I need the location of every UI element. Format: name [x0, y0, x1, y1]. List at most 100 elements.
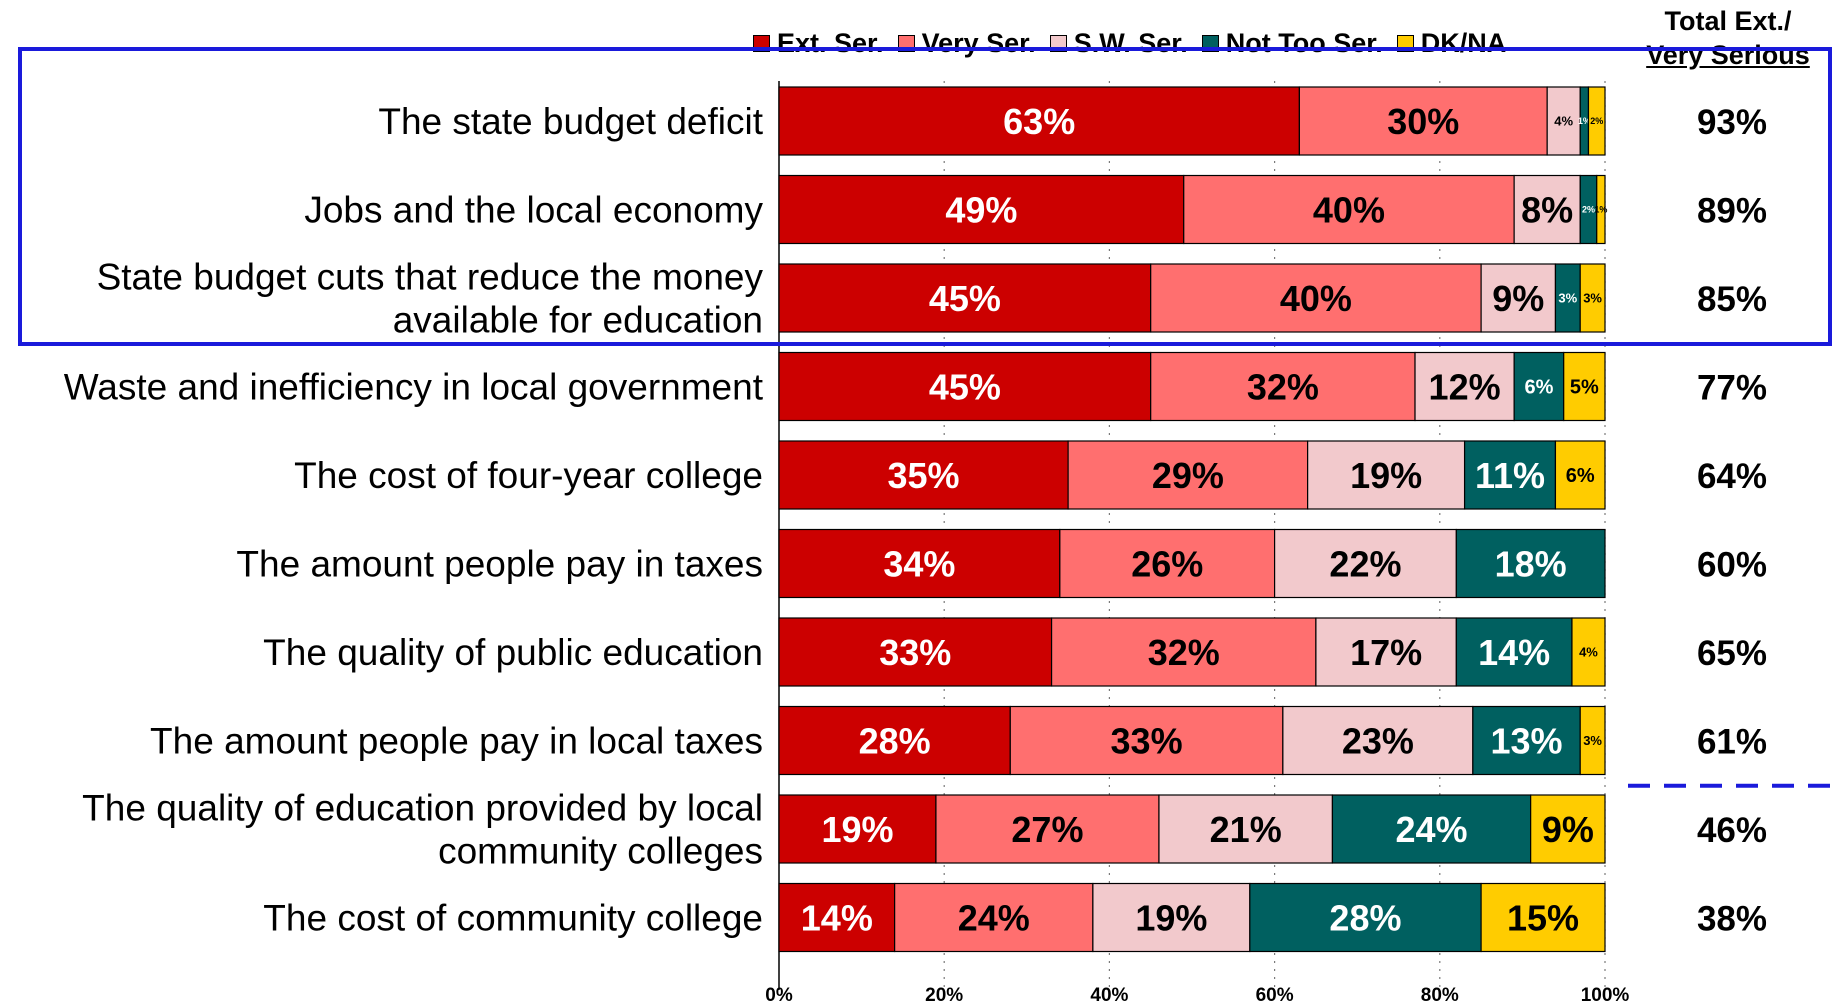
highlight-box — [18, 47, 1832, 346]
bar-segment — [778, 351, 1152, 422]
bar-segment — [778, 86, 1300, 156]
x-tick-label: 60% — [1256, 985, 1294, 1006]
bar-segment — [1455, 528, 1606, 599]
data-label: 26% — [1131, 543, 1203, 584]
totals-header-line-2: Very Serious — [1646, 40, 1810, 70]
data-label: 1% — [1594, 205, 1607, 215]
bar-segment — [1480, 882, 1606, 953]
category-label: The amount people pay in local taxes — [150, 721, 763, 762]
data-label: 32% — [1247, 366, 1319, 407]
bar-segment — [935, 794, 1160, 864]
x-tick-label: 80% — [1421, 985, 1459, 1006]
data-label: 12% — [1429, 366, 1501, 407]
bar-segment — [1183, 174, 1515, 245]
category-label: Jobs and the local economy — [304, 190, 763, 231]
data-label: 17% — [1350, 632, 1422, 673]
category-label: The state budget deficit — [378, 101, 763, 142]
x-tick-label: 20% — [925, 985, 963, 1006]
data-label: 33% — [879, 632, 951, 673]
bar-segment — [1059, 528, 1276, 599]
data-label: 40% — [1313, 189, 1385, 230]
data-label: 45% — [929, 366, 1001, 407]
total-value: 77% — [1697, 369, 1767, 408]
x-tick-label: 100% — [1581, 985, 1630, 1006]
bar-segment — [1050, 617, 1317, 687]
legend-label: Very Ser. — [921, 27, 1036, 58]
bar-segment — [1315, 617, 1457, 687]
bar-segment — [1579, 263, 1606, 333]
bar-segment — [1282, 705, 1474, 776]
bar-segment — [1150, 351, 1416, 422]
category-label: The quality of public education — [263, 632, 763, 673]
category-label: The amount people pay in taxes — [236, 544, 763, 585]
bar-segment — [778, 794, 937, 864]
bar-segment — [1472, 705, 1581, 776]
bar-segment — [1249, 882, 1482, 953]
data-label: 24% — [958, 897, 1030, 938]
data-label: 34% — [883, 543, 955, 584]
bar-segment — [778, 528, 1061, 599]
data-label: 2% — [1582, 205, 1595, 215]
bar-segment — [1455, 617, 1573, 687]
data-label: 3% — [1583, 291, 1602, 306]
bar-segment — [778, 174, 1185, 245]
data-label: 8% — [1521, 189, 1573, 230]
total-value: 65% — [1697, 634, 1767, 673]
x-tick-label: 40% — [1090, 985, 1128, 1006]
category-label: community colleges — [438, 831, 763, 872]
data-label: 23% — [1342, 720, 1414, 761]
bar-segment — [1596, 174, 1606, 245]
data-label: 29% — [1152, 455, 1224, 496]
total-value: 64% — [1697, 457, 1767, 496]
bar-segment — [894, 882, 1094, 953]
data-label: 1% — [1578, 116, 1591, 126]
data-label: 45% — [929, 278, 1001, 319]
bar-segment — [1307, 440, 1466, 510]
legend-item: DK/NA — [1396, 27, 1507, 59]
bar-segment — [1546, 86, 1581, 156]
legend-label: Ext. Ser. — [777, 27, 884, 58]
totals-header-line-1: Total Ext./ — [1664, 6, 1792, 36]
total-value: 93% — [1697, 103, 1767, 142]
bar-segment — [1414, 351, 1515, 422]
data-label: 33% — [1111, 720, 1183, 761]
data-label: 18% — [1495, 543, 1567, 584]
chart-legend: Ext. Ser. Very Ser. S.W. Ser. Not Too Ser. D… — [753, 26, 1520, 60]
bar-segment — [1067, 440, 1309, 510]
legend-label: DK/NA — [1420, 27, 1507, 58]
data-label: 40% — [1280, 278, 1352, 319]
category-label: Waste and inefficiency in local governme… — [64, 367, 764, 408]
data-label: 19% — [821, 809, 893, 850]
total-value: 89% — [1697, 192, 1767, 231]
totals-column-header: Total Ext./ Very Serious — [1628, 4, 1828, 72]
bar-segment — [1554, 263, 1581, 333]
data-label: 9% — [1492, 278, 1544, 319]
data-label: 21% — [1210, 809, 1282, 850]
bar-segment — [1480, 263, 1557, 333]
data-label: 4% — [1554, 114, 1573, 129]
bar-segment — [1273, 528, 1457, 599]
data-label: 3% — [1558, 291, 1577, 306]
bar-segment — [1530, 794, 1606, 864]
data-label: 19% — [1350, 455, 1422, 496]
data-label: 13% — [1490, 720, 1562, 761]
data-label: 30% — [1387, 101, 1459, 142]
bar-segment — [778, 263, 1152, 333]
data-label: 11% — [1475, 455, 1545, 496]
data-label: 35% — [888, 455, 960, 496]
data-label: 6% — [1566, 465, 1595, 487]
bar-segment — [1158, 794, 1334, 864]
data-label: 19% — [1135, 897, 1207, 938]
data-label: 6% — [1524, 377, 1553, 399]
bar-segment — [1150, 263, 1482, 333]
legend-item: Very Ser. — [897, 27, 1036, 59]
bar-segment — [1513, 174, 1581, 245]
bar-segment — [1579, 705, 1606, 776]
bar-segment — [1587, 86, 1606, 156]
legend-item: Not Too Ser. — [1201, 27, 1383, 59]
total-value: 38% — [1697, 900, 1767, 939]
data-label: 2% — [1590, 116, 1603, 126]
legend-label: Not Too Ser. — [1225, 27, 1383, 58]
